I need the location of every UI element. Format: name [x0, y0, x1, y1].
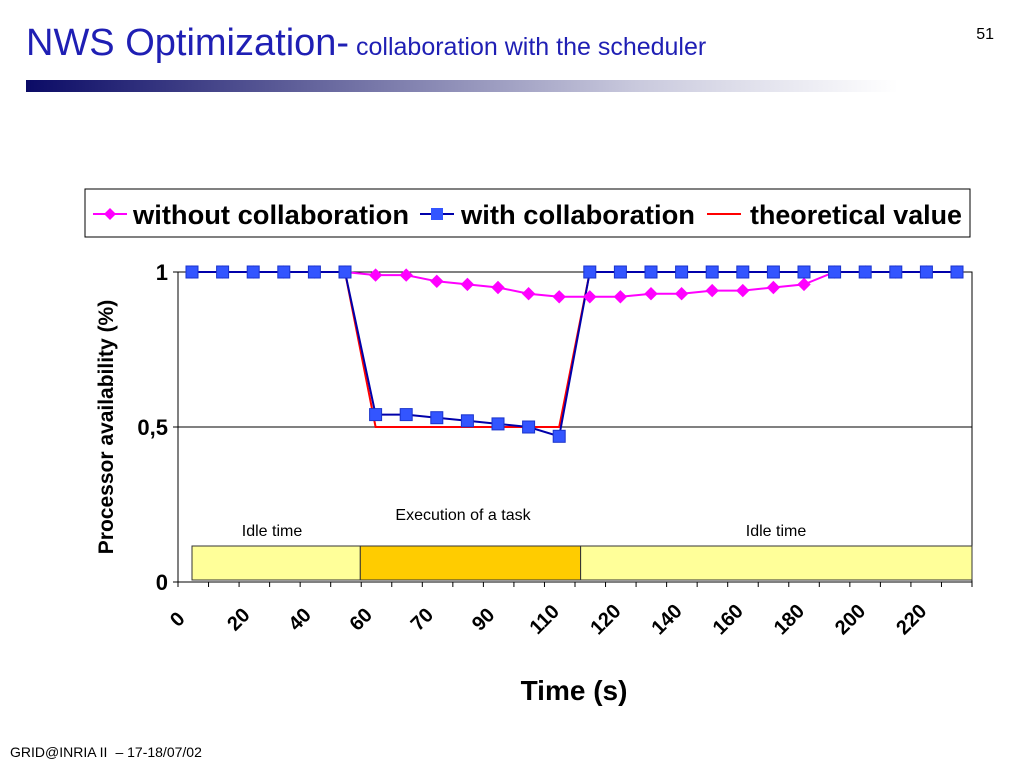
series-1-point-15: [644, 265, 658, 279]
slide-title: NWS Optimization- collaboration with the…: [26, 22, 706, 65]
series-1-point-25: [950, 265, 964, 279]
x-tick-label-7: 120: [586, 600, 625, 639]
x-tick-label-3: 60: [346, 604, 377, 635]
slide-number: 51: [976, 26, 994, 43]
series-1-point-18: [736, 265, 750, 279]
series-0-point-18: [736, 283, 750, 298]
series-0-point-16: [674, 286, 689, 301]
legend-box: [84, 188, 971, 238]
series-0-point-6: [368, 268, 383, 282]
series-1-point-12: [552, 429, 566, 443]
series-0-point-7: [399, 268, 413, 282]
series-1-point-24: [919, 265, 933, 279]
series-1-point-4: [307, 265, 321, 279]
title-gradient-bar: [26, 80, 898, 92]
series-1-point-11: [522, 420, 536, 434]
series-1-point-17: [705, 265, 719, 279]
x-tick-label-0: 0: [166, 608, 189, 631]
x-tick-label-4: 70: [407, 604, 438, 635]
series-0-point-11: [521, 286, 536, 301]
x-tick-label-8: 140: [648, 600, 687, 639]
series-1-point-5: [338, 265, 352, 279]
series-0-point-13: [583, 290, 597, 304]
series-1-point-1: [216, 265, 230, 279]
y-tick-label-2: 1: [156, 260, 168, 285]
annotation-label-1: Execution of a task: [395, 507, 531, 524]
series-0-point-20: [797, 277, 811, 292]
series-1-point-21: [828, 265, 842, 279]
series-0-point-9: [460, 277, 475, 292]
legend-swatch-marker-1: [431, 208, 443, 220]
series-1-point-20: [797, 265, 811, 279]
series-1-point-19: [766, 265, 780, 279]
series-1-point-16: [675, 265, 689, 279]
annotation-band-1: [359, 545, 582, 581]
series-1-point-9: [460, 414, 474, 428]
series-1-point-13: [583, 265, 597, 279]
series-1-point-23: [889, 265, 903, 279]
slide-title-main: NWS Optimization-: [26, 22, 350, 64]
series-0-point-8: [430, 274, 444, 289]
x-tick-label-11: 200: [831, 600, 870, 639]
x-tick-label-6: 110: [526, 601, 564, 639]
x-tick-label-5: 90: [468, 604, 499, 635]
series-0-point-12: [552, 290, 566, 304]
series-1-point-7: [399, 408, 413, 422]
x-tick-label-10: 180: [770, 600, 809, 639]
annotation-band-2: [580, 545, 973, 581]
footer: GRID@INRIA II – 17-18/07/02: [10, 744, 210, 760]
footer-left: GRID@INRIA II: [10, 744, 108, 760]
series-0-point-14: [613, 290, 628, 304]
series-1-point-3: [277, 265, 291, 279]
series-1-point-2: [246, 265, 260, 279]
footer-right: – 17-18/07/02: [115, 744, 202, 760]
series-0-point-19: [766, 280, 781, 295]
legend-swatch-marker-0: [104, 208, 116, 220]
x-tick-label-1: 20: [223, 604, 254, 635]
y-axis-title: Processor availability (%): [95, 300, 118, 554]
y-tick-label-1: 0,5: [137, 415, 168, 440]
y-tick-label-0: 0: [156, 570, 168, 595]
annotation-band-0: [191, 545, 361, 581]
series-1-point-14: [613, 265, 627, 279]
legend-label-2: theoretical value: [750, 200, 962, 230]
series-1-point-22: [858, 265, 872, 279]
x-tick-label-2: 40: [284, 604, 315, 635]
annotation-label-0: Idle time: [242, 523, 303, 540]
series-1-point-6: [369, 408, 383, 422]
x-tick-label-9: 160: [709, 600, 748, 639]
series-1-point-10: [491, 417, 505, 431]
annotation-label-2: Idle time: [746, 523, 807, 540]
series-1-point-8: [430, 411, 444, 425]
slide-title-sub: collaboration with the scheduler: [349, 33, 707, 61]
x-tick-label-12: 220: [892, 600, 931, 639]
x-axis-title: Time (s): [521, 675, 628, 706]
legend-label-0: without collaboration: [132, 200, 409, 230]
series-0-point-17: [705, 283, 719, 298]
legend-label-1: with collaboration: [460, 200, 695, 230]
series-0-point-15: [644, 286, 658, 301]
series-1-point-0: [185, 265, 199, 279]
series-0-point-10: [491, 280, 505, 295]
